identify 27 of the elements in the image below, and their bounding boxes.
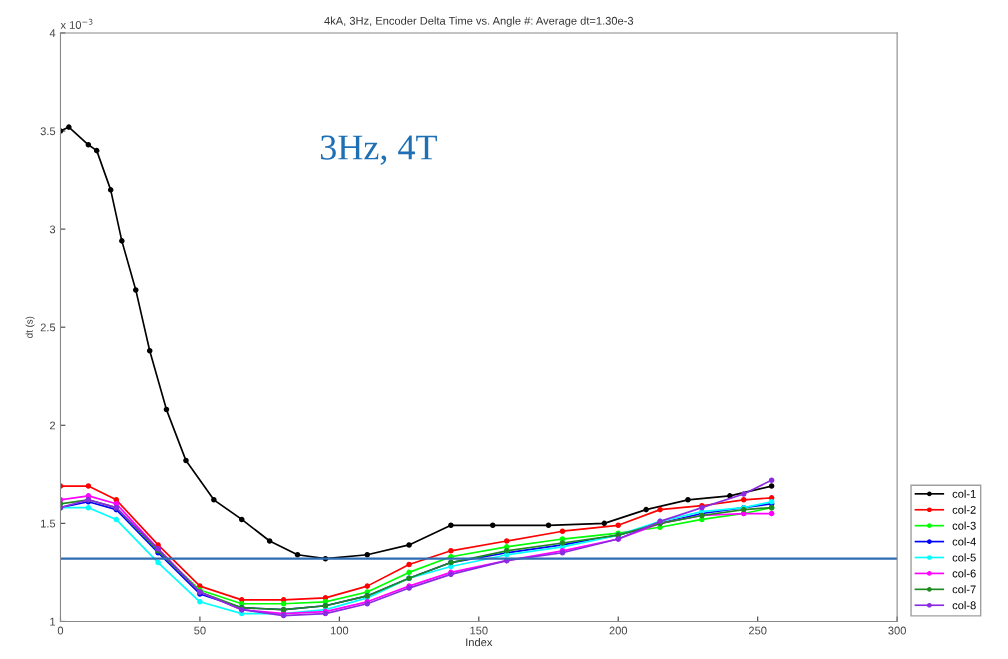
legend-label: col-5 (952, 553, 976, 562)
legend-label: col-8 (952, 601, 976, 610)
y-tick-label: 1 (50, 617, 56, 626)
legend-label: col-6 (952, 569, 976, 578)
x-axis-title: Index (466, 638, 493, 647)
chart-title: 4kA, 3Hz, Encoder Delta Time vs. Angle #: Average dt=1.30e-3 (324, 16, 634, 27)
y-axis-title: dt (s) (25, 316, 35, 338)
x-tick-label: 0 (57, 626, 64, 635)
x-tick-label: 150 (470, 626, 488, 635)
y-tick-label: 3.5 (40, 127, 56, 136)
x-tick-label: 300 (888, 626, 906, 635)
text: x 10$^{−3}$ (60, 18, 93, 29)
x-tick-label: 100 (330, 626, 349, 635)
legend-label: col-1 (952, 489, 976, 498)
legend-label: col-2 (952, 505, 976, 514)
legend-label: col-7 (952, 585, 976, 594)
legend-label: col-4 (952, 537, 976, 546)
y-tick-label: 3 (49, 225, 56, 234)
x-tick-label: 200 (609, 626, 628, 635)
y-tick-label: 1.5 (41, 519, 56, 528)
y-tick-label: 2.5 (40, 323, 56, 332)
y-tick-label: 2 (50, 421, 56, 430)
x-tick-label: 250 (748, 626, 767, 635)
annotation: 3Hz, 4T (320, 135, 437, 165)
y-tick-label: 4 (49, 29, 56, 37)
x-tick-label: 50 (194, 626, 206, 635)
legend-label: col-3 (952, 521, 976, 530)
